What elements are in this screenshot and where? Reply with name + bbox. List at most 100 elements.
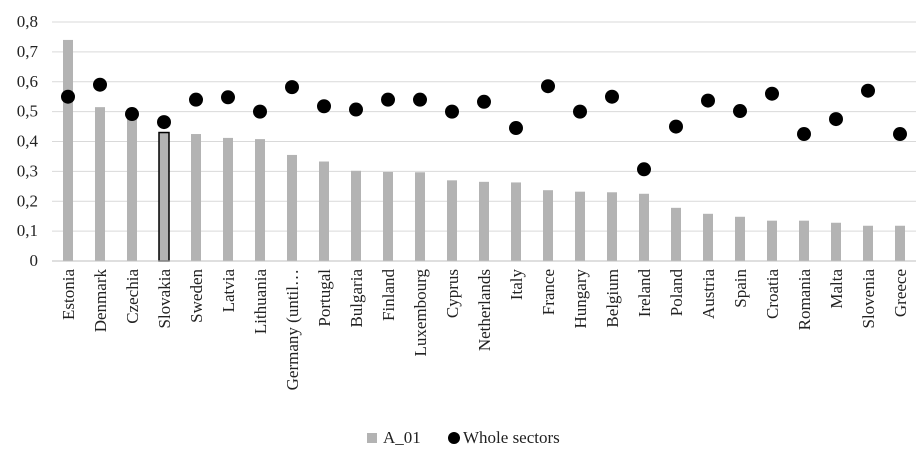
x-axis: Estonia Denmark Czechia Slovakia Sweden Latvi… [52,260,916,390]
x-tick-label: Sweden [187,269,206,323]
x-tick-label: Greece [891,269,910,317]
y-tick-label: 0,6 [17,72,38,91]
data-point [669,119,683,134]
bar [223,137,233,261]
bar [319,161,329,261]
bar [127,113,137,262]
bar-series-a01 [63,39,905,262]
x-tick-label: Denmark [91,269,110,333]
x-tick-label: Croatia [763,269,782,319]
x-tick-label: Romania [795,269,814,331]
bar [863,225,873,261]
x-tick-label: Slovenia [859,269,878,329]
legend-swatch-whole-sectors [448,432,460,444]
x-tick-label: Bulgaria [347,269,366,328]
data-point [829,112,843,127]
bar [607,192,617,261]
x-tick-label: Germany (until… [283,269,302,390]
data-point [93,77,107,92]
bar [447,180,457,261]
data-point [733,104,747,119]
x-tick-label: Austria [699,269,718,320]
x-tick-label: Italy [507,269,526,301]
bar [831,222,841,261]
x-tick-label: Ireland [635,269,654,318]
bar [511,182,521,261]
legend: A_01 Whole sectors [367,428,560,447]
y-tick-label: 0,8 [17,12,38,31]
bar [351,170,361,261]
data-point [221,90,235,105]
data-point [285,80,299,95]
data-point [765,86,779,101]
data-point [477,94,491,109]
data-point [797,127,811,142]
x-tick-label: Hungary [571,269,590,329]
x-tick-label: Czechia [123,269,142,324]
bar [255,139,265,261]
x-tick-label: Poland [667,269,686,317]
bar [383,171,393,261]
bar [735,216,745,261]
x-tick-label: Cyprus [443,269,462,318]
legend-label-whole-sectors: Whole sectors [463,428,560,447]
data-point [893,127,907,142]
legend-label-a01: A_01 [383,428,421,447]
bar [479,181,489,261]
data-point [125,107,139,122]
x-tick-label: Finland [379,269,398,321]
bar [703,213,713,261]
bar [767,220,777,261]
bar [671,207,681,261]
y-tick-label: 0,3 [17,161,38,180]
bar [575,191,585,261]
data-point [253,104,267,119]
data-point [61,89,75,104]
bar [191,134,201,261]
bar [415,172,425,261]
y-tick-label: 0,5 [17,102,38,121]
data-point [573,104,587,119]
bar [799,220,809,261]
x-tick-label: Netherlands [475,269,494,351]
x-tick-label: Latvia [219,269,238,313]
bar [639,193,649,261]
data-point [509,121,523,136]
data-point [861,83,875,98]
data-point [605,89,619,104]
data-point [317,99,331,114]
x-tick-label: Belgium [603,269,622,328]
x-tick-label: Slovakia [155,269,174,329]
data-point [413,92,427,107]
data-point [189,92,203,107]
y-tick-label: 0,4 [17,132,39,151]
data-point [157,115,171,130]
bar [158,131,170,262]
x-tick-label: France [539,269,558,315]
x-tick-label: Lithuania [251,269,270,335]
x-tick-label: Luxembourg [411,269,430,357]
bar [287,154,297,261]
bar [95,107,105,261]
y-tick-label: 0,7 [17,42,39,61]
y-tick-label: 0,2 [17,191,38,210]
y-tick-label: 0 [30,251,39,270]
bar [543,190,553,261]
data-point [381,92,395,107]
x-tick-label: Malta [827,269,846,309]
point-series-whole-sectors [61,77,907,177]
x-tick-label: Spain [731,269,750,308]
data-point [445,104,459,119]
x-tick-label: Estonia [59,269,78,320]
data-point [701,93,715,108]
legend-swatch-a01 [367,433,377,443]
bar [895,225,905,261]
y-axis: 0 0,1 0,2 0,3 0,4 0,5 0,6 0,7 0,8 [17,12,39,270]
y-tick-label: 0,1 [17,221,38,240]
data-point [541,79,555,94]
data-point [637,162,651,177]
data-point [349,102,363,117]
bar [63,39,73,261]
x-tick-label: Portugal [315,269,334,327]
